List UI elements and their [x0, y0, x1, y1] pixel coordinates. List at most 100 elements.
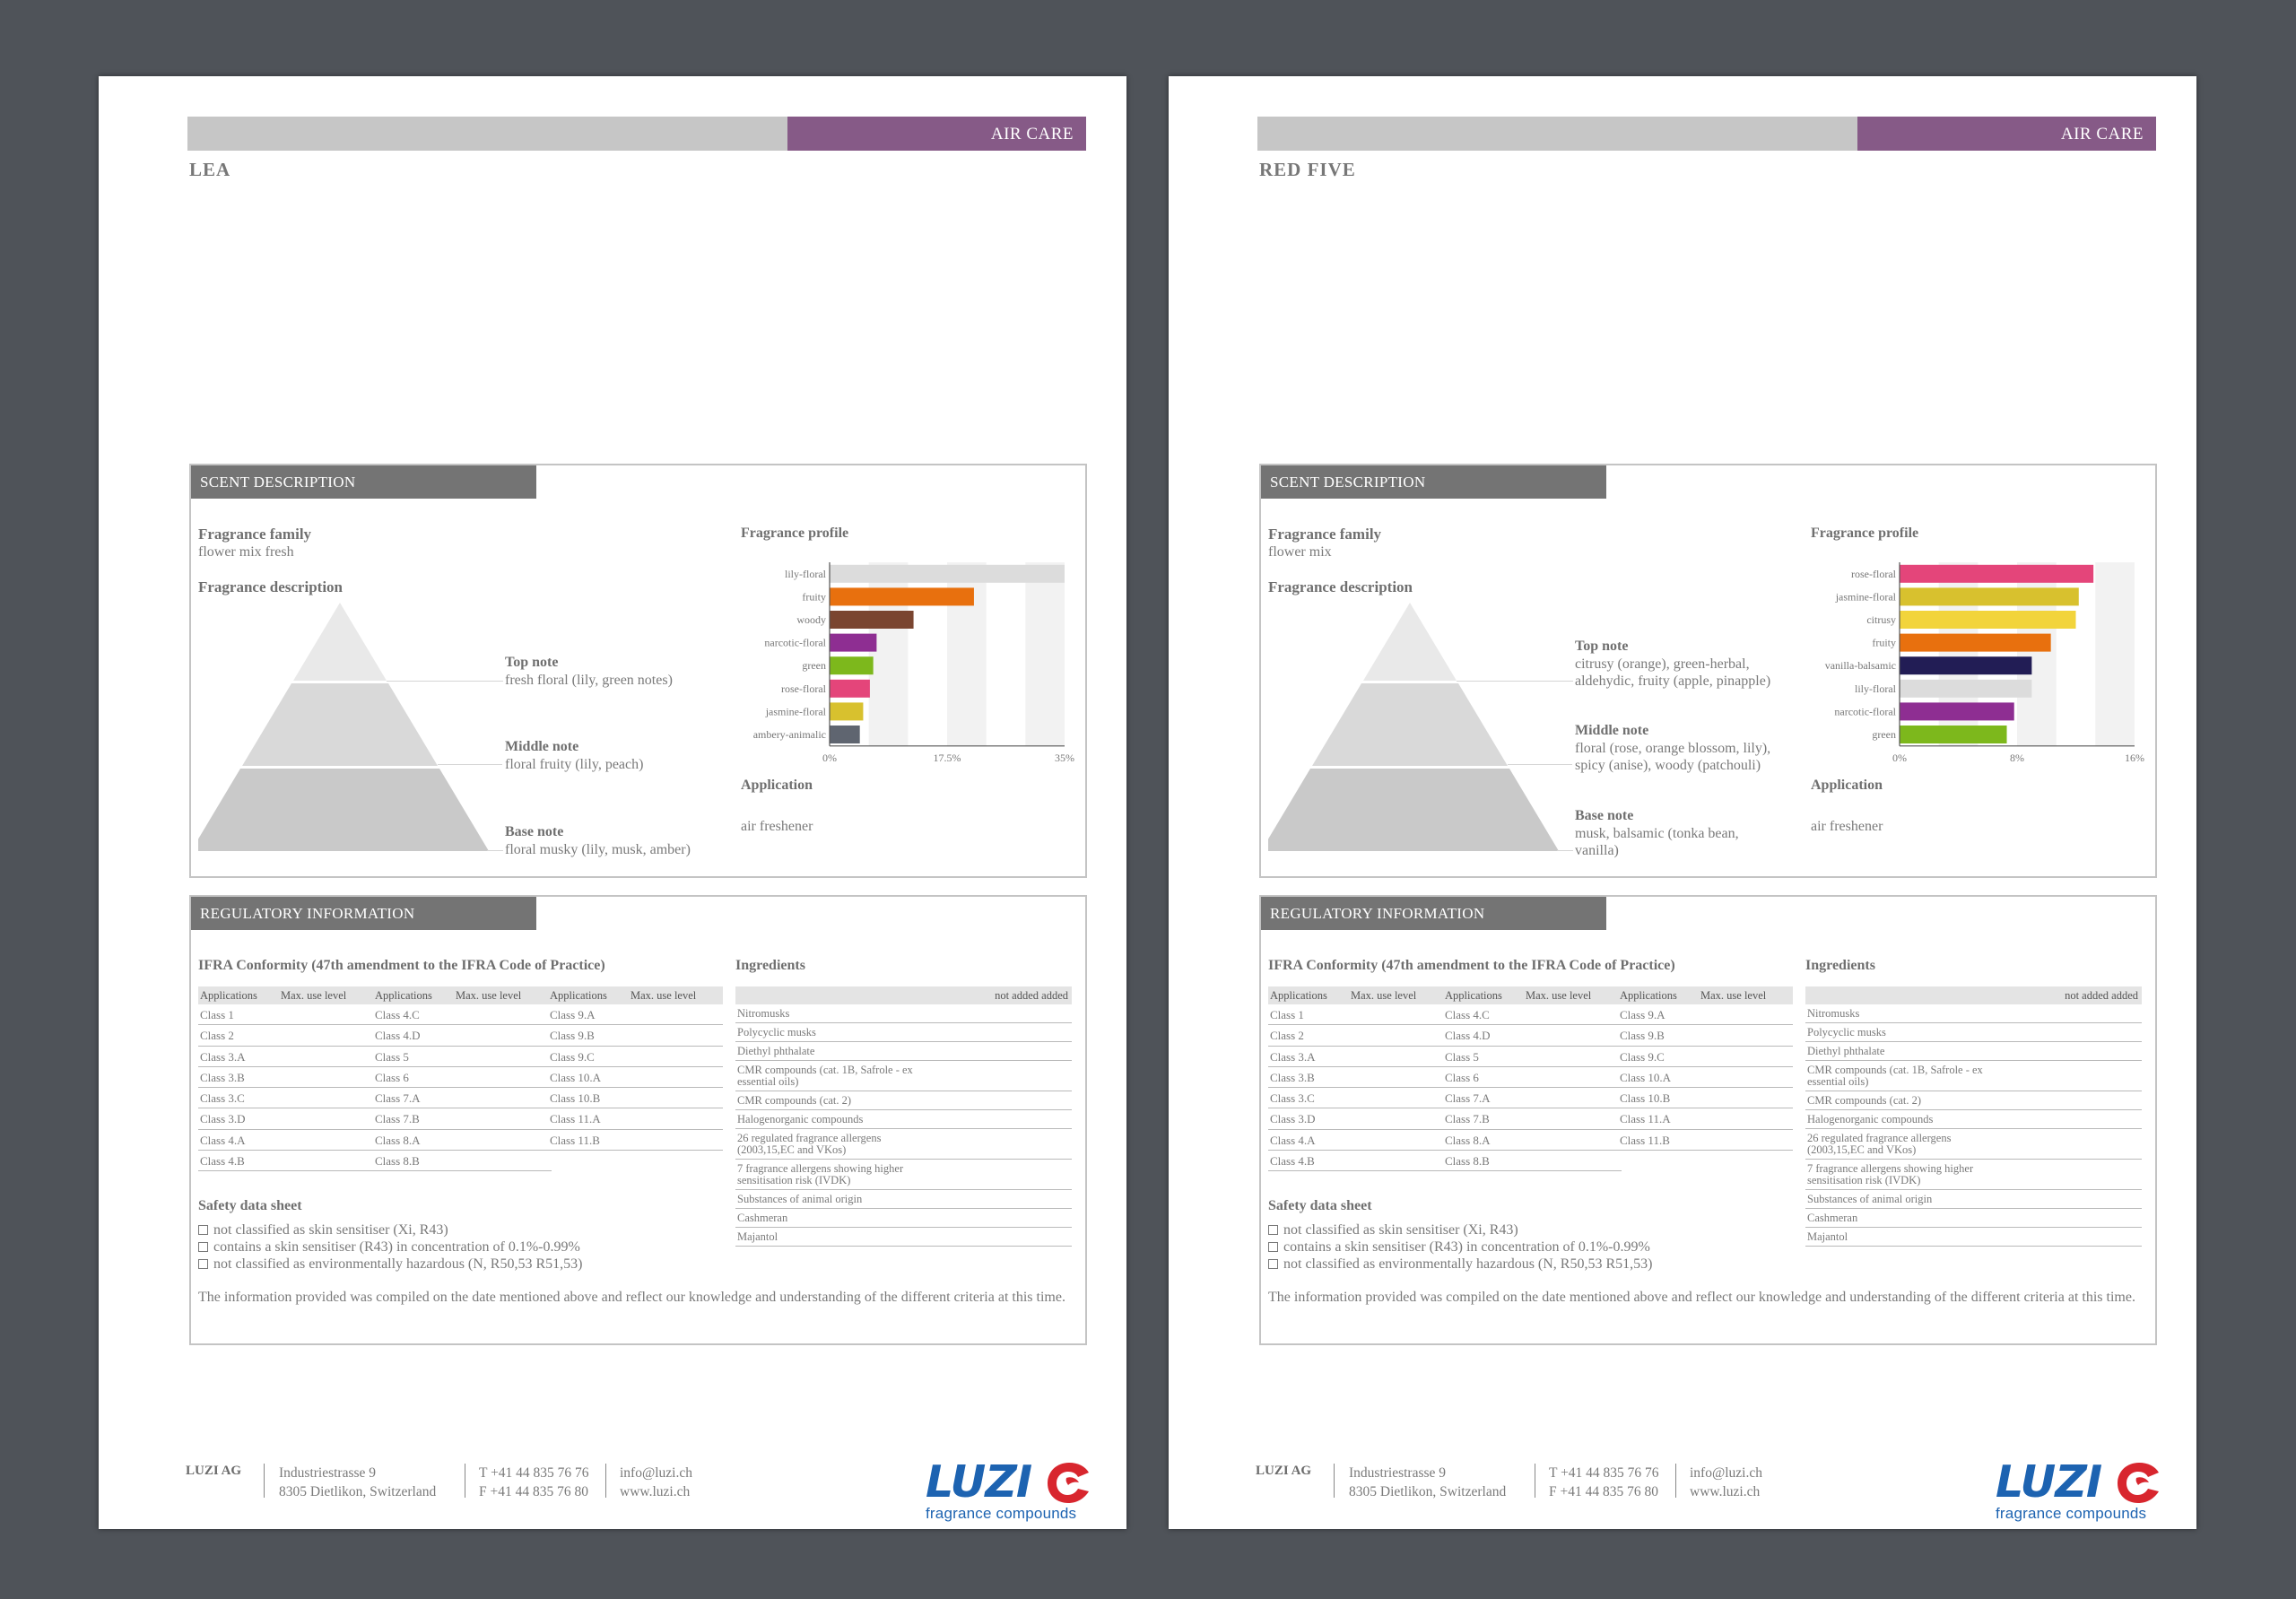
category-label: lily-floral [785, 568, 827, 580]
checkbox-icon[interactable] [198, 1225, 208, 1235]
category-label: jasmine-floral [765, 705, 827, 717]
address-block: Industriestrasse 9 8305 Dietlikon, Switz… [279, 1464, 436, 1501]
bar-ambery-animalic [830, 726, 860, 743]
header-bar: AIR CARE [187, 117, 1086, 151]
ifra-cell: Class 9.B [1620, 1029, 1665, 1043]
category-label: vanilla-balsamic [1825, 659, 1896, 672]
ifra-row: Class 3.B Class 6 Class 10.A [198, 1067, 723, 1089]
bar-green [830, 656, 874, 675]
category-label: fruity [1872, 637, 1896, 649]
ifra-row: Class 4.B Class 8.B [1268, 1151, 1622, 1172]
sds-item: not classified as skin sensitiser (Xi, R… [198, 1221, 582, 1238]
category-label: green [802, 659, 826, 672]
ifra-cell: Class 4.C [375, 1008, 420, 1021]
base-note-label: Base note [505, 824, 564, 839]
web-link[interactable]: www.luzi.ch [1690, 1484, 1761, 1499]
ifra-column-header: Applications [1620, 989, 1677, 1002]
sds-item: contains a skin sensitiser (R43) in conc… [198, 1238, 582, 1256]
ifra-cell: Class 9.C [550, 1049, 595, 1064]
checkbox-icon[interactable] [1268, 1242, 1278, 1252]
ifra-column-header: Max. use level [1526, 989, 1592, 1002]
scent-description-section: SCENT DESCRIPTION Fragrance family flowe… [1259, 464, 2157, 878]
ifra-title: IFRA Conformity (47th amendment to the I… [198, 958, 605, 973]
category-label: jasmine-floral [1835, 590, 1897, 603]
section-header: SCENT DESCRIPTION [191, 465, 536, 499]
checkbox-icon[interactable] [1268, 1259, 1278, 1269]
email-link[interactable]: info@luzi.ch [1690, 1465, 1762, 1481]
ingredient-row: Diethyl phthalate [735, 1042, 1072, 1061]
bar-rose-floral [1900, 564, 2094, 583]
ifra-row: Class 3.A Class 5 Class 9.C [1268, 1047, 1793, 1067]
ifra-cell: Class 6 [1445, 1070, 1479, 1084]
ifra-cell: Class 7.A [375, 1091, 421, 1106]
ifra-cell: Class 11.B [550, 1133, 600, 1147]
middle-note-leader [438, 764, 502, 765]
ingredient-row: Cashmeran [1805, 1209, 2142, 1228]
email-link[interactable]: info@luzi.ch [620, 1465, 692, 1481]
grid-band [1025, 562, 1065, 746]
section-header: REGULATORY INFORMATION [1261, 897, 1606, 930]
page-footer: LUZI AG Industriestrasse 9 8305 Dietliko… [1256, 1456, 2161, 1522]
luzi-logo: LUZI fragrance compounds [926, 1456, 1091, 1525]
address-block: Industriestrasse 9 8305 Dietlikon, Switz… [1349, 1464, 1506, 1501]
ifra-cell: Class 3.C [200, 1091, 245, 1106]
web-link[interactable]: www.luzi.ch [620, 1484, 691, 1499]
bar-vanilla-balsamic [1900, 656, 2032, 675]
ifra-cell: Class 8.B [1445, 1154, 1490, 1169]
bar-lily-floral [1900, 679, 2032, 698]
footer-divider [264, 1464, 265, 1498]
tick-label: 0% [822, 752, 837, 761]
sds-item-label: contains a skin sensitiser (R43) in conc… [1283, 1239, 1650, 1255]
ifra-row: Class 1 Class 4.C Class 9.A [198, 1004, 723, 1026]
ingredient-row: 26 regulated fragrance allergens (2003,1… [1805, 1129, 2142, 1160]
tick-label: 16% [2125, 752, 2144, 761]
profile-label: Fragrance profile [1811, 526, 1919, 541]
middle-note-label: Middle note [505, 739, 579, 754]
ifra-cell: Class 11.A [550, 1112, 601, 1126]
bar-narcotic-floral [1900, 702, 2014, 721]
ingredients-header: not added added [1805, 986, 2142, 1004]
ifra-row: Class 4.A Class 8.A Class 11.B [1268, 1130, 1793, 1151]
phone-number: T +41 44 835 76 76 [1549, 1465, 1659, 1481]
category-label: rose-floral [781, 682, 827, 695]
category-label: ambery-animalic [753, 728, 826, 741]
bar-green [1900, 726, 2007, 743]
checkbox-icon[interactable] [198, 1259, 208, 1269]
ingredient-row: Nitromusks [1805, 1004, 2142, 1023]
ifra-cell: Class 7.B [1445, 1112, 1490, 1126]
ingredients-title: Ingredients [735, 958, 805, 973]
checkbox-icon[interactable] [198, 1242, 208, 1252]
luzi-logo: LUZI fragrance compounds [1996, 1456, 2161, 1525]
section-header: SCENT DESCRIPTION [1261, 465, 1606, 499]
ifra-cell: Class 4.B [1270, 1154, 1315, 1169]
base-note-value: floral musky (lily, musk, amber) [505, 842, 691, 857]
sds-item-label: not classified as environmentally hazard… [213, 1256, 583, 1272]
ifra-column-header: Applications [200, 989, 257, 1002]
top-note-label: Top note [505, 655, 559, 670]
ifra-column-header: Applications [1270, 989, 1327, 1002]
sds-item-label: not classified as environmentally hazard… [1283, 1256, 1653, 1272]
ifra-cell: Class 4.B [200, 1154, 245, 1169]
address-line-1: Industriestrasse 9 [279, 1465, 377, 1481]
page-footer: LUZI AG Industriestrasse 9 8305 Dietliko… [186, 1456, 1091, 1522]
note-pyramid [198, 603, 489, 851]
ifra-row: Class 4.B Class 8.B [198, 1151, 552, 1172]
tick-label: 0% [1892, 752, 1907, 761]
ifra-row: Class 2 Class 4.D Class 9.B [198, 1025, 723, 1047]
header-bar: AIR CARE [1257, 117, 2156, 151]
ingredients-table: not added added Nitromusks Polycyclic musk… [1805, 986, 2142, 1247]
ifra-cell: Class 11.B [1620, 1133, 1670, 1147]
application-label: Application [1811, 778, 1883, 793]
family-value: flower mix [1268, 544, 1332, 560]
sds-item-label: not classified as skin sensitiser (Xi, R… [213, 1222, 448, 1238]
middle-note-value: floral (rose, orange blossom, lily), spi… [1575, 741, 1771, 773]
sds-title: Safety data sheet [1268, 1198, 1372, 1213]
checkbox-icon[interactable] [1268, 1225, 1278, 1235]
middle-note-label: Middle note [1575, 723, 1649, 738]
phone-block: T +41 44 835 76 76 F +41 44 835 76 80 [1549, 1464, 1659, 1501]
logo-swirl-icon [2118, 1463, 2159, 1503]
bar-lily-floral [830, 564, 1065, 583]
disclaimer-note: The information provided was compiled on… [198, 1290, 1065, 1305]
sds-item-label: not classified as skin sensitiser (Xi, R… [1283, 1222, 1518, 1238]
tick-label: 8% [2010, 752, 2024, 761]
